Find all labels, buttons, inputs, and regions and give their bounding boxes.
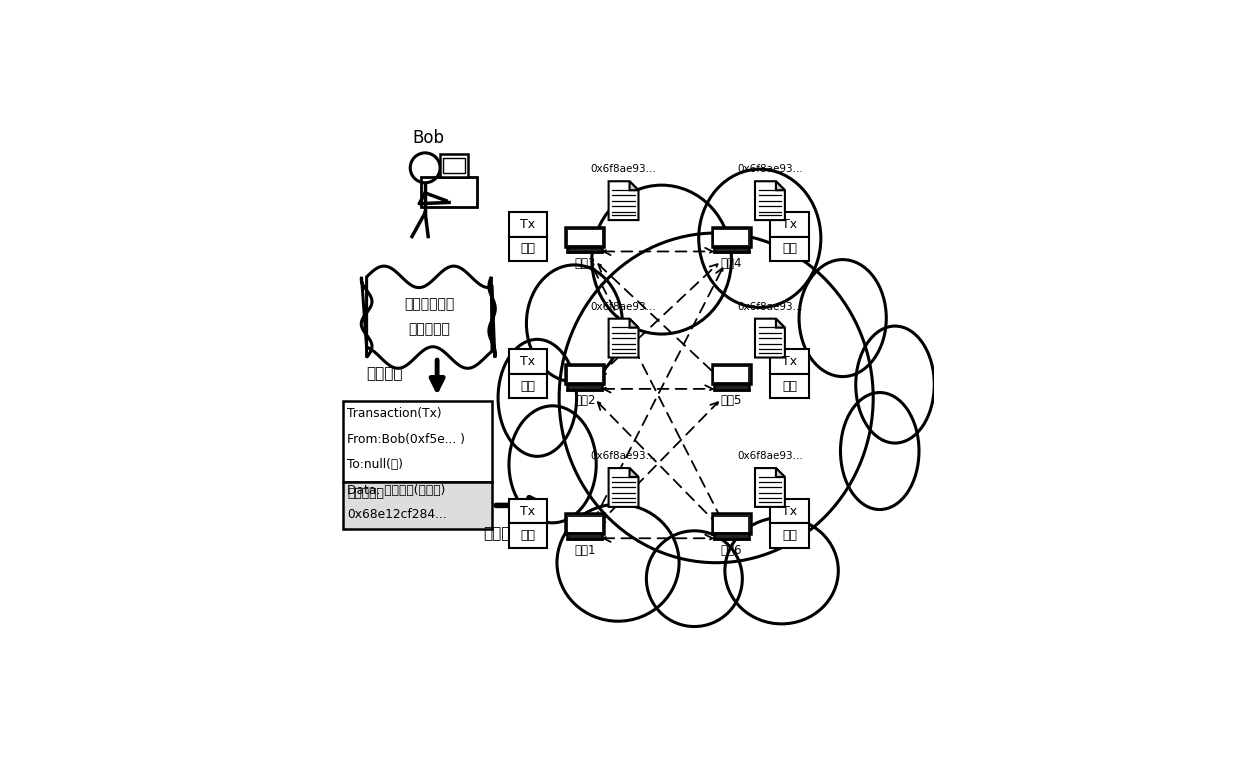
Text: 节点6: 节点6 <box>720 544 742 557</box>
Text: 签名: 签名 <box>521 529 536 542</box>
FancyBboxPatch shape <box>770 212 808 237</box>
Polygon shape <box>755 319 785 358</box>
Text: 0x6f8ae93...: 0x6f8ae93... <box>737 302 802 311</box>
Ellipse shape <box>559 233 873 563</box>
Text: 签名: 签名 <box>521 379 536 393</box>
FancyBboxPatch shape <box>770 349 808 374</box>
Polygon shape <box>755 468 785 507</box>
Text: 的智能合约: 的智能合约 <box>408 322 450 336</box>
FancyBboxPatch shape <box>770 499 808 523</box>
Ellipse shape <box>856 326 934 443</box>
FancyBboxPatch shape <box>712 364 750 384</box>
FancyBboxPatch shape <box>567 384 603 390</box>
Text: Bob: Bob <box>412 129 444 147</box>
FancyBboxPatch shape <box>565 227 604 247</box>
FancyBboxPatch shape <box>714 517 748 532</box>
FancyBboxPatch shape <box>770 523 808 548</box>
Polygon shape <box>609 182 639 220</box>
Text: 节点4: 节点4 <box>720 257 742 270</box>
FancyBboxPatch shape <box>508 499 547 523</box>
FancyBboxPatch shape <box>568 517 601 532</box>
Polygon shape <box>609 468 639 507</box>
Text: 0x6f8ae93...: 0x6f8ae93... <box>737 164 802 174</box>
Text: 节点5: 节点5 <box>720 394 742 407</box>
Polygon shape <box>630 182 639 190</box>
Text: Tx: Tx <box>521 355 536 368</box>
Ellipse shape <box>498 339 577 456</box>
Text: 数字签名：: 数字签名： <box>347 487 384 500</box>
Text: To:null(空): To:null(空) <box>347 458 403 471</box>
Text: Transaction(Tx): Transaction(Tx) <box>347 407 443 420</box>
Polygon shape <box>755 182 785 220</box>
Text: 签名: 签名 <box>782 529 797 542</box>
Text: 0x6f8ae93...: 0x6f8ae93... <box>737 451 802 461</box>
Polygon shape <box>776 468 785 477</box>
Ellipse shape <box>527 265 622 382</box>
Ellipse shape <box>799 260 887 376</box>
FancyBboxPatch shape <box>770 237 808 261</box>
Text: Tx: Tx <box>782 218 797 230</box>
Text: 创建交易: 创建交易 <box>367 366 403 382</box>
Text: 0x68e12cf284...: 0x68e12cf284... <box>347 508 448 521</box>
FancyBboxPatch shape <box>508 349 547 374</box>
Polygon shape <box>630 319 639 327</box>
Polygon shape <box>776 182 785 190</box>
Text: 签名: 签名 <box>782 379 797 393</box>
FancyBboxPatch shape <box>714 533 749 539</box>
FancyBboxPatch shape <box>567 533 603 539</box>
Text: 节点3: 节点3 <box>574 257 595 270</box>
FancyBboxPatch shape <box>712 227 750 247</box>
FancyBboxPatch shape <box>565 364 604 384</box>
Ellipse shape <box>646 531 743 626</box>
Ellipse shape <box>698 169 821 307</box>
Text: Tx: Tx <box>521 218 536 230</box>
FancyBboxPatch shape <box>568 367 601 383</box>
FancyBboxPatch shape <box>714 367 748 383</box>
Text: 签名: 签名 <box>521 242 536 255</box>
Text: 0x6f8ae93...: 0x6f8ae93... <box>590 302 656 311</box>
Polygon shape <box>609 319 639 358</box>
Text: Tx: Tx <box>782 504 797 518</box>
Polygon shape <box>630 468 639 477</box>
FancyBboxPatch shape <box>565 514 604 534</box>
Text: Tx: Tx <box>782 355 797 368</box>
Text: From:Bob(0xf5e... ): From:Bob(0xf5e... ) <box>347 432 465 445</box>
Text: 0x6f8ae93...: 0x6f8ae93... <box>590 451 656 461</box>
FancyBboxPatch shape <box>712 514 750 534</box>
Ellipse shape <box>725 518 838 624</box>
Ellipse shape <box>508 406 596 523</box>
FancyBboxPatch shape <box>342 401 492 483</box>
Text: 节点2: 节点2 <box>574 394 595 407</box>
FancyBboxPatch shape <box>508 374 547 398</box>
FancyBboxPatch shape <box>568 230 601 245</box>
FancyBboxPatch shape <box>770 374 808 398</box>
FancyBboxPatch shape <box>508 523 547 548</box>
FancyBboxPatch shape <box>443 158 465 173</box>
Text: 节点1: 节点1 <box>574 544 595 557</box>
FancyBboxPatch shape <box>714 384 749 390</box>
FancyBboxPatch shape <box>714 247 749 252</box>
Text: 签名: 签名 <box>782 242 797 255</box>
FancyBboxPatch shape <box>342 483 492 529</box>
FancyBboxPatch shape <box>439 154 469 177</box>
Text: Tx: Tx <box>521 504 536 518</box>
FancyBboxPatch shape <box>508 212 547 237</box>
Ellipse shape <box>841 393 919 510</box>
Ellipse shape <box>557 504 680 622</box>
Text: 0x6f8ae93...: 0x6f8ae93... <box>590 164 656 174</box>
FancyBboxPatch shape <box>508 237 547 261</box>
FancyBboxPatch shape <box>714 230 748 245</box>
Text: 高级语言编写: 高级语言编写 <box>404 297 455 311</box>
FancyBboxPatch shape <box>567 247 603 252</box>
Ellipse shape <box>591 185 732 334</box>
FancyBboxPatch shape <box>420 177 477 206</box>
Polygon shape <box>776 319 785 327</box>
Polygon shape <box>361 266 495 369</box>
Text: 发送交易: 发送交易 <box>482 526 520 542</box>
Text: Data: 合约代码(字节码): Data: 合约代码(字节码) <box>347 484 446 497</box>
